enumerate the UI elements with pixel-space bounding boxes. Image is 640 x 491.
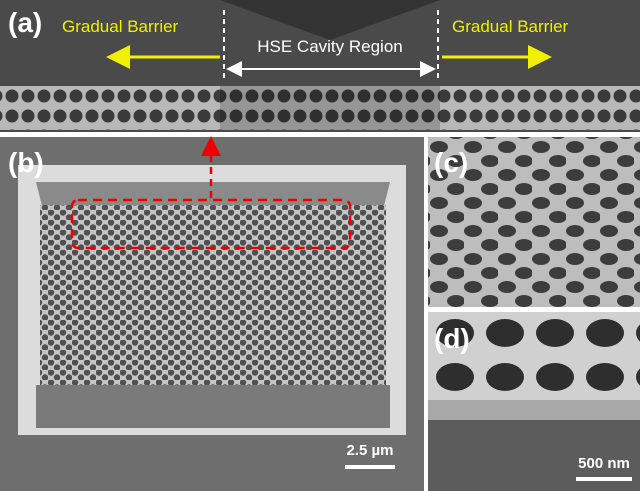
annotation: HSE Cavity Region: [257, 37, 403, 56]
scale-bar-label: 2.5 µm: [347, 442, 394, 459]
panel-label: (b): [8, 147, 44, 178]
panel-b: (b) 2.5 µm: [0, 137, 424, 491]
panel-label: (d): [434, 323, 470, 354]
figure: (a) Gradual Barrier HSE Cavity Region Gr…: [0, 0, 640, 491]
annotation: Gradual Barrier: [62, 17, 179, 36]
panel-label: (a): [8, 7, 42, 38]
annotation: Gradual Barrier: [452, 17, 569, 36]
pad: [36, 385, 390, 428]
membrane: [40, 205, 386, 385]
panel-label: (c): [434, 147, 468, 178]
page: (a) Gradual Barrier HSE Cavity Region Gr…: [0, 0, 640, 491]
panel-d: (d) 500 nm: [428, 312, 640, 491]
cavity-shade: [220, 86, 440, 130]
edge: [428, 400, 640, 420]
panel-c: (c): [428, 137, 640, 307]
panel-a: (a) Gradual Barrier HSE Cavity Region Gr…: [0, 0, 640, 132]
scale-bar-label: 500 nm: [578, 455, 630, 472]
